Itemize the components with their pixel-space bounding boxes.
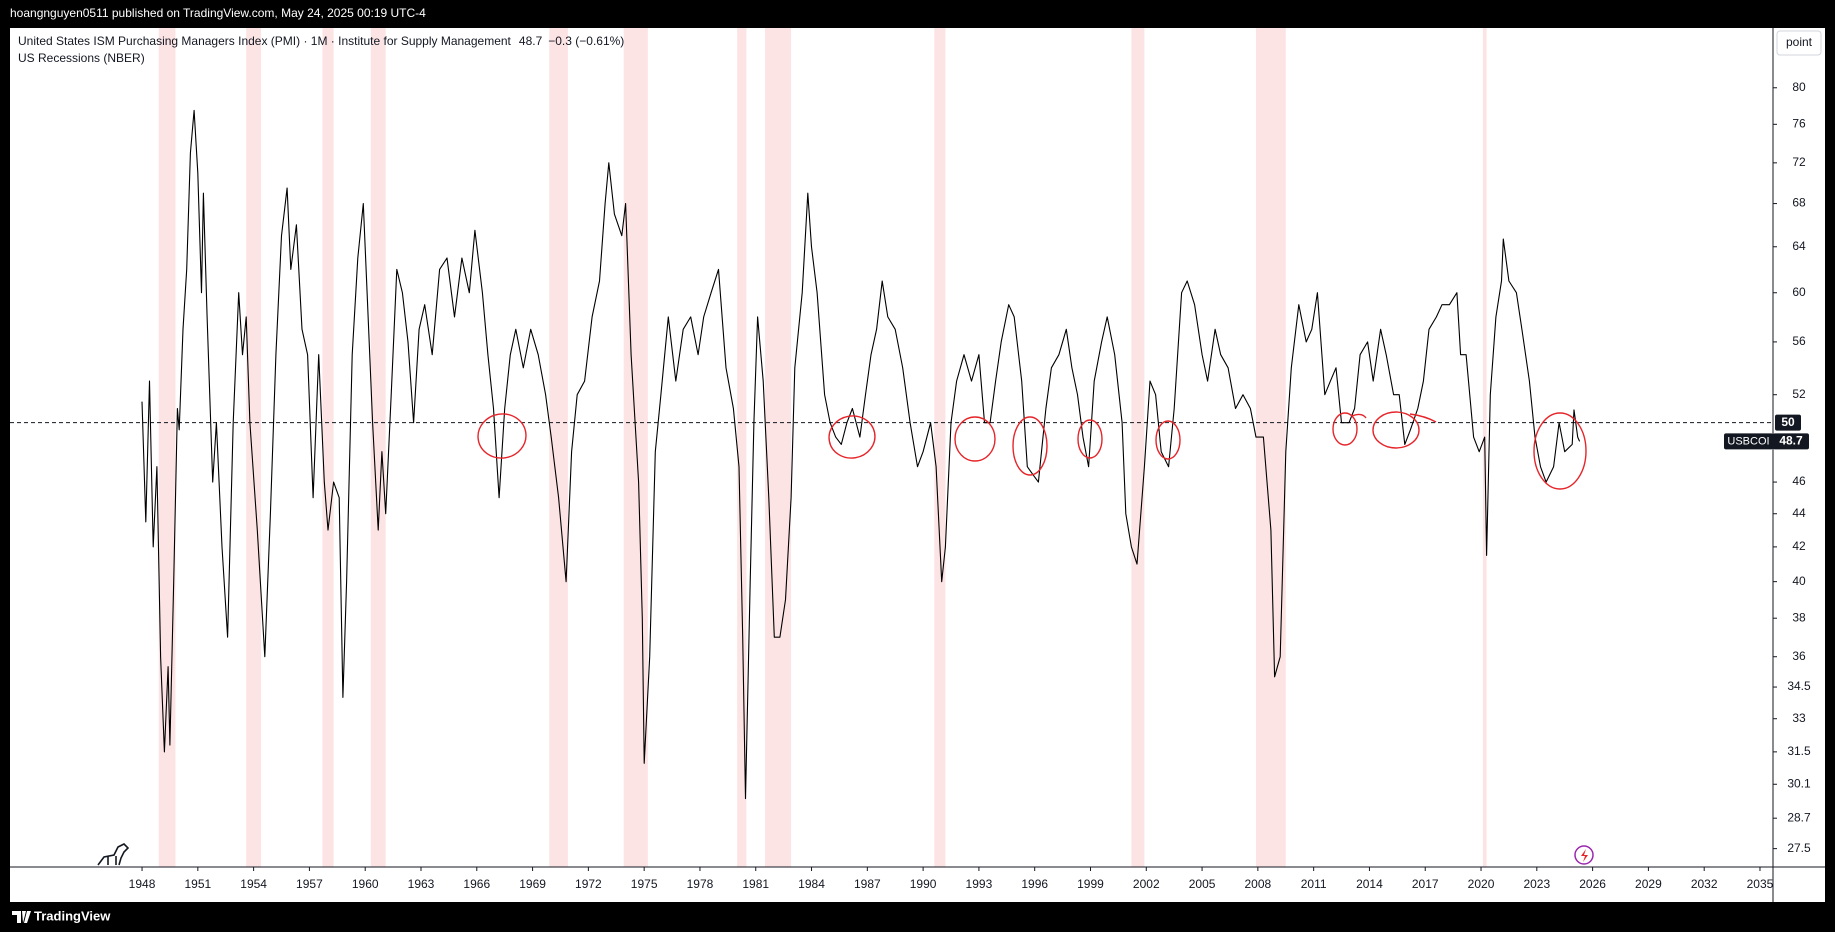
publisher-line: hoangnguyen0511 published on TradingView… bbox=[10, 6, 426, 20]
logo-icon bbox=[97, 843, 130, 866]
recession-band bbox=[158, 28, 176, 867]
x-tick-label: 2035 bbox=[1747, 877, 1774, 891]
x-tick-label: 2005 bbox=[1189, 877, 1216, 891]
unit-box bbox=[1776, 30, 1822, 56]
x-tick-label: 2017 bbox=[1412, 877, 1439, 891]
recession-band bbox=[934, 28, 946, 867]
annotation-circle bbox=[1012, 416, 1048, 476]
x-tick-label: 1948 bbox=[129, 877, 156, 891]
annotation-circle bbox=[828, 415, 876, 459]
overlay-label: US Recessions (NBER) bbox=[18, 51, 145, 65]
x-tick-label: 1960 bbox=[352, 877, 379, 891]
annotation-circle bbox=[1533, 412, 1587, 490]
y-tick-label: 60 bbox=[1792, 285, 1806, 299]
x-tick-label: 2020 bbox=[1468, 877, 1495, 891]
lightning-icon bbox=[1574, 845, 1594, 865]
annotation-circle bbox=[954, 416, 996, 462]
y-tick-label: 38 bbox=[1792, 610, 1806, 624]
symbol-badge-label: USBCOI bbox=[1727, 435, 1769, 447]
series-line bbox=[141, 109, 1581, 800]
annotation-circle bbox=[1155, 420, 1181, 460]
y-tick-label: 27.5 bbox=[1787, 841, 1811, 855]
recession-band bbox=[370, 28, 386, 867]
legend-value: 48.7 bbox=[519, 34, 543, 48]
data-layer: 80 76 72 68 64 60 56 52 46 44 42 40 38 36 34.5 33 31.5 30… bbox=[10, 28, 1825, 902]
legend-line: United States ISM Purchasing Managers In… bbox=[18, 34, 624, 48]
x-tick-label: 1996 bbox=[1021, 877, 1048, 891]
y-tick-label: 80 bbox=[1792, 80, 1806, 94]
annotation-circle bbox=[1332, 412, 1358, 446]
y-tick-label: 28.7 bbox=[1787, 810, 1811, 824]
x-tick-label: 1990 bbox=[910, 877, 937, 891]
y-tick-label: 76 bbox=[1792, 116, 1806, 130]
y-tick-label: 56 bbox=[1792, 334, 1806, 348]
x-tick-label: 1999 bbox=[1077, 877, 1104, 891]
x-tick-label: 1969 bbox=[519, 877, 546, 891]
x-tick-label: 1951 bbox=[184, 877, 211, 891]
recession-band bbox=[246, 28, 262, 867]
x-tick-label: 2023 bbox=[1523, 877, 1550, 891]
reference-badge-label: 50 bbox=[1781, 415, 1795, 429]
recession-band bbox=[737, 28, 747, 867]
recession-band bbox=[765, 28, 792, 867]
x-tick-label: 2032 bbox=[1691, 877, 1718, 891]
y-tick-label: 30.1 bbox=[1787, 776, 1811, 790]
annotations bbox=[477, 411, 1587, 490]
recession-band bbox=[1131, 28, 1145, 867]
last-value-label: 48.7 bbox=[1779, 434, 1803, 448]
x-tick-label: 1981 bbox=[742, 877, 769, 891]
legend-change: −0.3 (−0.61%) bbox=[548, 34, 624, 48]
y-tick-label: 31.5 bbox=[1787, 744, 1811, 758]
x-tick-label: 1987 bbox=[854, 877, 881, 891]
reference-badge bbox=[1775, 414, 1801, 431]
symbol-badge bbox=[1724, 433, 1773, 450]
recession-band bbox=[549, 28, 568, 867]
recession-band bbox=[1256, 28, 1286, 867]
last-value-badge bbox=[1773, 433, 1809, 450]
x-tick-label: 1984 bbox=[798, 877, 825, 891]
y-tick-label: 44 bbox=[1792, 506, 1806, 520]
x-tick-label: 1978 bbox=[687, 877, 714, 891]
legend-title: United States ISM Purchasing Managers In… bbox=[18, 34, 512, 48]
recession-band bbox=[322, 28, 334, 867]
annotation-stroke bbox=[1409, 413, 1437, 423]
y-tick-label: 40 bbox=[1792, 574, 1806, 588]
x-tick-label: 1972 bbox=[575, 877, 602, 891]
x-tick-label: 1963 bbox=[408, 877, 435, 891]
annotation-circle bbox=[1077, 419, 1103, 459]
x-tick-label: 2002 bbox=[1133, 877, 1160, 891]
y-tick-label: 68 bbox=[1792, 196, 1806, 210]
x-tick-label: 2014 bbox=[1356, 877, 1383, 891]
x-tick-label: 2026 bbox=[1579, 877, 1606, 891]
y-tick-label: 33 bbox=[1792, 711, 1806, 725]
x-tick-label: 1957 bbox=[296, 877, 323, 891]
annotation-stroke bbox=[1351, 413, 1367, 419]
x-tick-label: 1954 bbox=[240, 877, 267, 891]
x-tick-label: 2008 bbox=[1245, 877, 1272, 891]
y-tick-label: 52 bbox=[1792, 387, 1806, 401]
x-tick-label: 2029 bbox=[1635, 877, 1662, 891]
x-tick-label: 1966 bbox=[463, 877, 490, 891]
lightning-bolt bbox=[1581, 849, 1588, 862]
annotation-circle bbox=[477, 413, 527, 459]
footer-brand: TradingView bbox=[34, 908, 111, 923]
y-tick-label: 42 bbox=[1792, 539, 1806, 553]
x-tick-label: 1975 bbox=[631, 877, 658, 891]
x-tick-label: 2011 bbox=[1301, 877, 1327, 891]
y-tick-label: 72 bbox=[1792, 155, 1806, 169]
unit-label: point bbox=[1786, 35, 1813, 49]
y-tick-label: 64 bbox=[1792, 239, 1806, 253]
x-tick-label: 1993 bbox=[966, 877, 993, 891]
footer-logo bbox=[12, 911, 31, 923]
y-tick-label: 34.5 bbox=[1787, 679, 1811, 693]
y-tick-label: 46 bbox=[1792, 474, 1806, 488]
y-tick-label: 36 bbox=[1792, 649, 1806, 663]
annotation-circle bbox=[1372, 411, 1420, 449]
